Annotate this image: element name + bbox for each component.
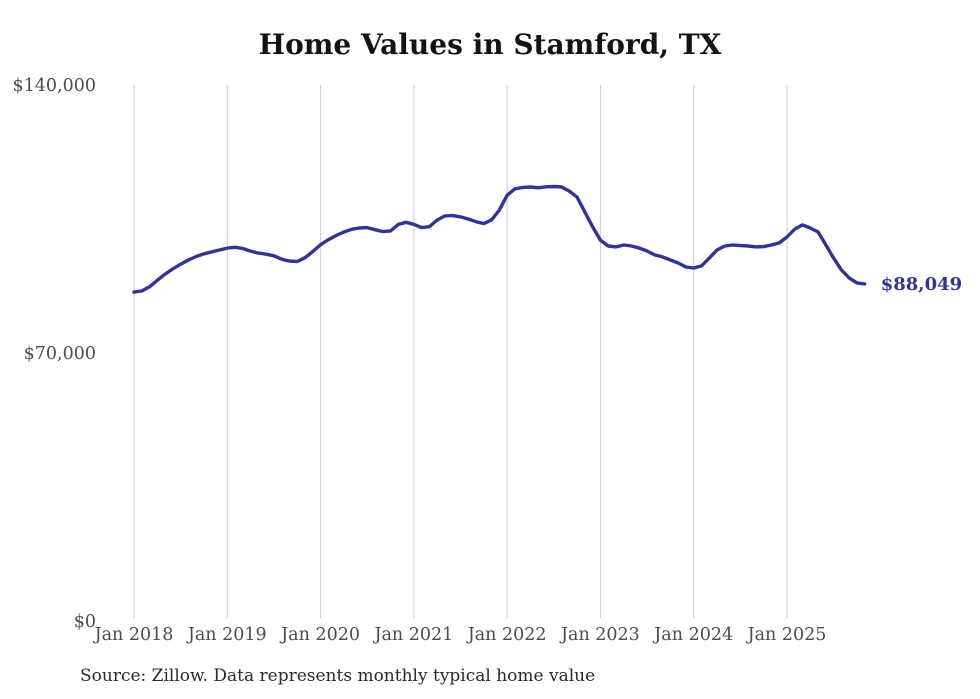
- y-tick-label: $0: [74, 612, 96, 632]
- x-tick-label: Jan 2019: [186, 625, 267, 645]
- x-tick-label: Jan 2022: [466, 625, 547, 645]
- chart-title: Home Values in Stamford, TX: [258, 28, 722, 61]
- y-tick-label: $140,000: [12, 76, 96, 96]
- x-tick-label: Jan 2025: [746, 625, 827, 645]
- x-tick-label: Jan 2020: [279, 625, 360, 645]
- y-tick-label: $70,000: [24, 344, 96, 364]
- x-tick-label: Jan 2024: [652, 625, 733, 645]
- x-tick-label: Jan 2023: [559, 625, 640, 645]
- x-tick-label: Jan 2018: [93, 625, 174, 645]
- value-line: [132, 184, 867, 294]
- source-note: Source: Zillow. Data represents monthly …: [80, 666, 596, 686]
- end-value-label: $88,049: [881, 274, 962, 295]
- x-tick-label: Jan 2021: [372, 625, 453, 645]
